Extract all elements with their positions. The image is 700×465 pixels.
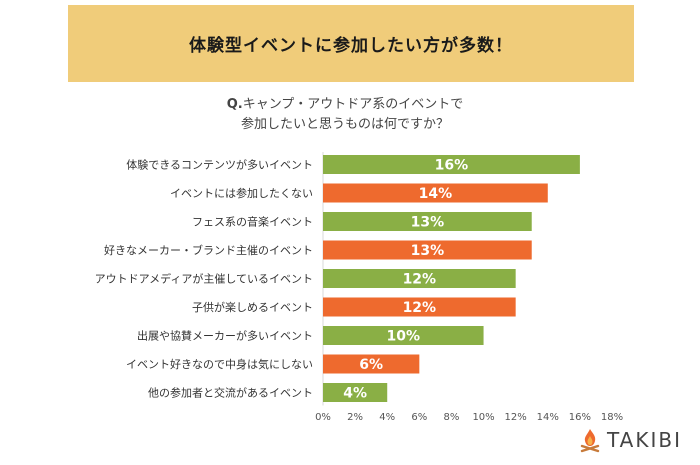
question-text: Q.キャンプ・アウトドア系のイベントで 参加したいと思うものは何ですか？	[180, 95, 510, 135]
value-label-0: 16%	[435, 158, 469, 174]
campfire-icon	[580, 429, 600, 453]
value-label-8: 4%	[343, 386, 367, 402]
bar-2	[323, 212, 532, 231]
category-label-8: 他の参加者と交流があるイベント	[148, 386, 313, 400]
brand-logo: TAKIBI	[577, 427, 682, 453]
banner-title: 体験型イベントに参加したい方が多数！	[189, 36, 513, 56]
x-tick-label-5: 10%	[472, 412, 494, 423]
value-label-4: 12%	[403, 272, 437, 288]
category-label-5: 子供が楽しめるイベント	[192, 300, 313, 314]
value-label-1: 14%	[419, 186, 453, 202]
bar-6	[323, 326, 484, 345]
question-line-1: Q.キャンプ・アウトドア系のイベントで	[180, 95, 510, 115]
category-label-1: イベントには参加したくない	[170, 186, 313, 200]
header-banner: 体験型イベントに参加したい方が多数！	[68, 5, 634, 82]
bar-5	[323, 297, 516, 317]
value-label-6: 10%	[387, 329, 421, 345]
value-label-2: 13%	[411, 215, 445, 231]
bar-3	[323, 240, 532, 260]
category-label-3: 好きなメーカー・ブランド主催のイベント	[104, 243, 313, 257]
question-prefix: Q.	[226, 97, 243, 112]
x-tick-label-4: 8%	[444, 412, 460, 423]
value-label-7: 6%	[359, 357, 383, 373]
category-label-4: アウトドアメディアが主催しているイベント	[95, 272, 313, 286]
bar-0	[323, 155, 580, 174]
bar-1	[323, 183, 548, 203]
x-tick-label-2: 4%	[379, 412, 395, 423]
category-label-6: 出展や協賛メーカーが多いイベント	[137, 329, 313, 343]
x-tick-label-3: 6%	[411, 412, 427, 423]
category-label-2: フェス系の音楽イベント	[192, 215, 313, 229]
bar-4	[323, 269, 516, 288]
value-label-3: 13%	[411, 243, 445, 259]
bar-8	[323, 383, 388, 402]
x-tick-label-1: 2%	[347, 412, 363, 423]
x-tick-label-0: 0%	[315, 412, 331, 423]
bar-7	[323, 354, 420, 374]
x-tick-label-9: 18%	[601, 412, 623, 423]
question-line-2: 参加したいと思うものは何ですか？	[240, 117, 449, 132]
x-tick-label-8: 16%	[569, 412, 591, 423]
category-label-0: 体験できるコンテンツが多いイベント	[126, 158, 313, 172]
question-line-1-text: キャンプ・アウトドア系のイベントで	[242, 97, 464, 112]
value-label-5: 12%	[403, 300, 437, 316]
x-tick-label-6: 12%	[505, 412, 527, 423]
brand-name: TAKIBI	[607, 428, 682, 452]
x-tick-label-7: 14%	[537, 412, 559, 423]
category-label-7: イベント好きなので中身は気にしない	[126, 357, 313, 371]
